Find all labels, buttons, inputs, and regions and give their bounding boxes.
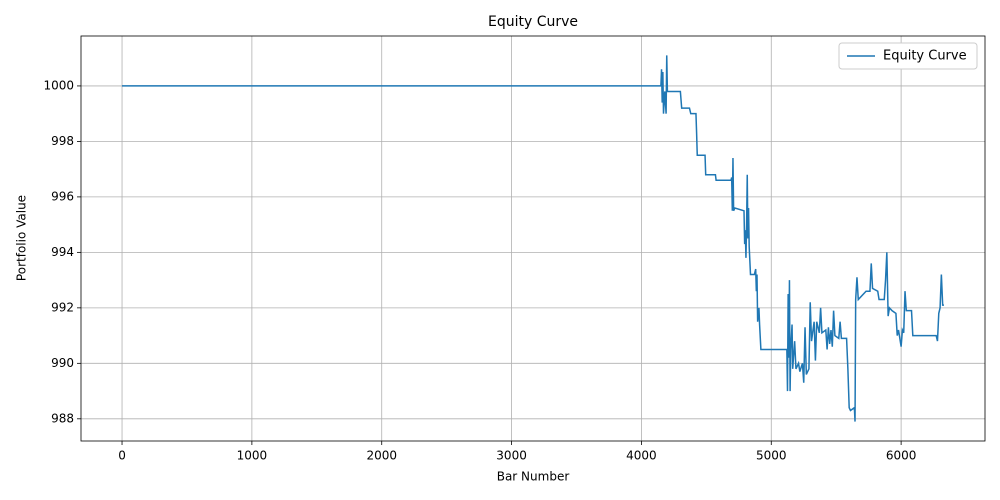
x-tick-label: 6000 <box>886 449 917 463</box>
legend-box <box>838 42 978 70</box>
chart-title: Equity Curve <box>488 14 578 30</box>
plot-frame <box>80 35 986 442</box>
x-tick-label: 5000 <box>756 449 787 463</box>
x-tick-label: 3000 <box>496 449 527 463</box>
y-tick-label: 988 <box>51 411 74 425</box>
y-tick-label: 994 <box>51 245 74 259</box>
equity-line <box>122 55 944 422</box>
y-tick-label: 990 <box>51 356 74 370</box>
x-tick-label: 0 <box>118 449 126 463</box>
legend-label: Equity Curve <box>883 49 967 64</box>
x-tick-label: 1000 <box>237 449 268 463</box>
x-axis-label: Bar Number <box>497 470 570 484</box>
x-tick-label: 2000 <box>366 449 397 463</box>
y-tick-label: 992 <box>51 300 74 314</box>
y-tick-label: 996 <box>51 189 74 203</box>
y-tick-label: 1000 <box>43 78 74 92</box>
x-tick-label: 4000 <box>626 449 657 463</box>
y-axis-label: Portfolio Value <box>15 195 29 281</box>
y-tick-label: 998 <box>51 134 74 148</box>
